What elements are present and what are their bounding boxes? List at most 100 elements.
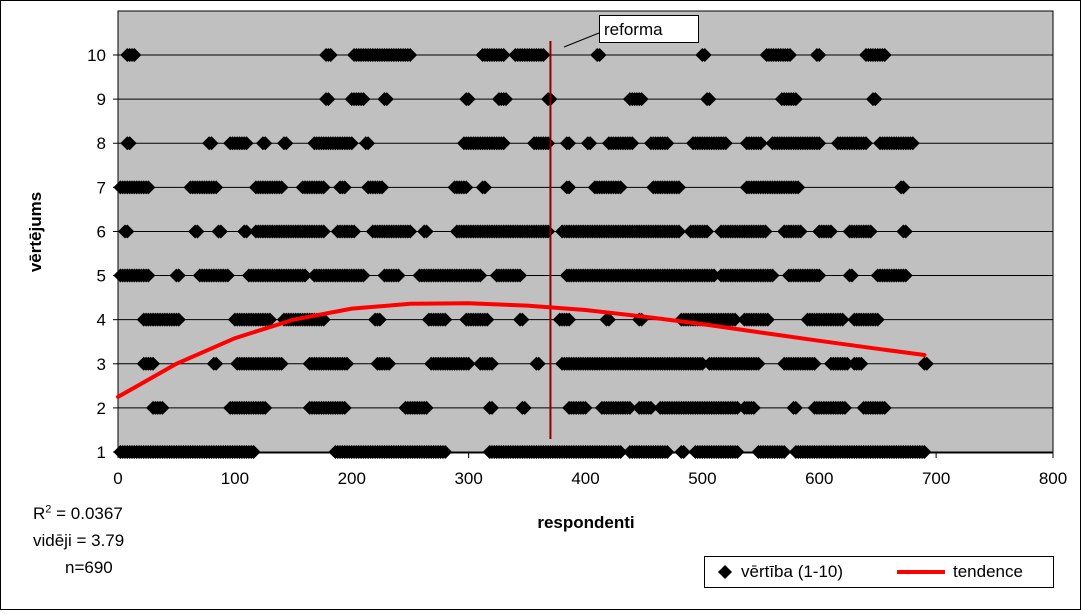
data-point — [583, 136, 598, 151]
x-tick-label-600: 600 — [805, 469, 833, 488]
data-point — [791, 180, 806, 195]
legend-marker-line — [897, 562, 947, 582]
data-point — [531, 356, 546, 371]
x-tick-label-700: 700 — [922, 469, 950, 488]
r-squared-label: R — [33, 504, 46, 523]
data-point — [578, 400, 593, 415]
data-point — [643, 400, 658, 415]
data-point — [728, 312, 743, 327]
data-point — [279, 136, 294, 151]
data-point — [812, 48, 827, 62]
data-point — [382, 356, 397, 371]
data-point — [676, 445, 691, 459]
data-point — [601, 312, 616, 327]
y-tick-label-6: 6 — [97, 222, 106, 241]
data-point — [372, 312, 387, 327]
data-point — [707, 268, 722, 283]
y-axis-title: vērtējums — [26, 192, 45, 272]
data-point — [356, 92, 371, 107]
data-point — [812, 268, 827, 283]
data-point — [496, 136, 511, 151]
y-tick-label-1: 1 — [97, 443, 106, 462]
data-point — [634, 92, 649, 107]
data-point — [536, 48, 551, 62]
annotation-reforma: reforma — [599, 15, 699, 43]
data-point — [793, 224, 808, 239]
data-point — [337, 180, 352, 195]
data-point — [844, 268, 859, 283]
data-point — [171, 312, 186, 327]
y-tick-label-8: 8 — [97, 134, 106, 153]
data-point — [258, 136, 273, 151]
data-point — [298, 268, 312, 283]
data-point — [209, 180, 224, 195]
data-point — [812, 136, 827, 151]
data-point — [323, 48, 338, 62]
data-point — [760, 312, 775, 327]
data-point — [239, 224, 254, 239]
data-point — [660, 445, 675, 459]
legend: vērtība (1-10) tendence — [704, 556, 1054, 588]
data-point — [730, 445, 745, 459]
data-point — [438, 312, 453, 327]
data-point — [127, 48, 142, 62]
data-point — [877, 48, 892, 62]
data-point — [718, 136, 733, 151]
data-point — [361, 136, 376, 151]
data-point — [783, 48, 798, 62]
data-point — [146, 356, 161, 371]
data-point — [337, 400, 352, 415]
data-point — [375, 180, 390, 195]
data-point — [672, 224, 686, 239]
data-point — [840, 356, 855, 371]
data-point — [613, 445, 628, 459]
legend-label-trend: tendence — [953, 562, 1023, 581]
data-point — [765, 268, 780, 283]
data-point — [592, 48, 607, 62]
x-axis-title: respondenti — [537, 513, 634, 532]
data-point — [896, 180, 911, 195]
legend-label-values: vērtība (1-10) — [741, 562, 844, 581]
data-point — [321, 92, 336, 107]
x-axis-ticks: 0 100 200 300 400 500 600 700 800 — [113, 453, 1067, 488]
data-point — [898, 224, 913, 239]
data-point — [209, 356, 224, 371]
data-point — [898, 268, 913, 283]
data-point — [917, 445, 932, 459]
data-point — [480, 312, 495, 327]
data-point — [613, 180, 628, 195]
data-point — [837, 400, 852, 415]
data-point — [190, 224, 205, 239]
data-point — [660, 136, 675, 151]
data-point — [515, 312, 530, 327]
annotation-leader — [563, 32, 600, 48]
data-point — [347, 224, 362, 239]
data-point — [517, 400, 532, 415]
data-point — [155, 400, 170, 415]
data-point — [835, 312, 850, 327]
data-point — [438, 445, 453, 459]
data-point — [262, 312, 277, 327]
data-point — [905, 136, 920, 151]
data-point — [541, 224, 556, 239]
y-tick-label-5: 5 — [97, 267, 106, 286]
data-points — [113, 48, 934, 459]
data-point — [622, 400, 637, 415]
data-point — [120, 224, 135, 239]
data-point — [246, 445, 261, 459]
data-point — [868, 92, 883, 107]
data-point — [403, 48, 418, 62]
data-point — [859, 136, 873, 151]
data-point — [700, 224, 715, 239]
y-tick-label-3: 3 — [97, 355, 106, 374]
y-tick-label-9: 9 — [97, 90, 106, 109]
x-tick-label-300: 300 — [454, 469, 482, 488]
data-point — [316, 224, 331, 239]
sample-size: n=690 — [65, 558, 113, 577]
x-tick-label-200: 200 — [338, 469, 366, 488]
data-point — [391, 268, 406, 283]
data-point — [473, 268, 488, 283]
r-squared-value: = 0.0367 — [56, 504, 123, 523]
